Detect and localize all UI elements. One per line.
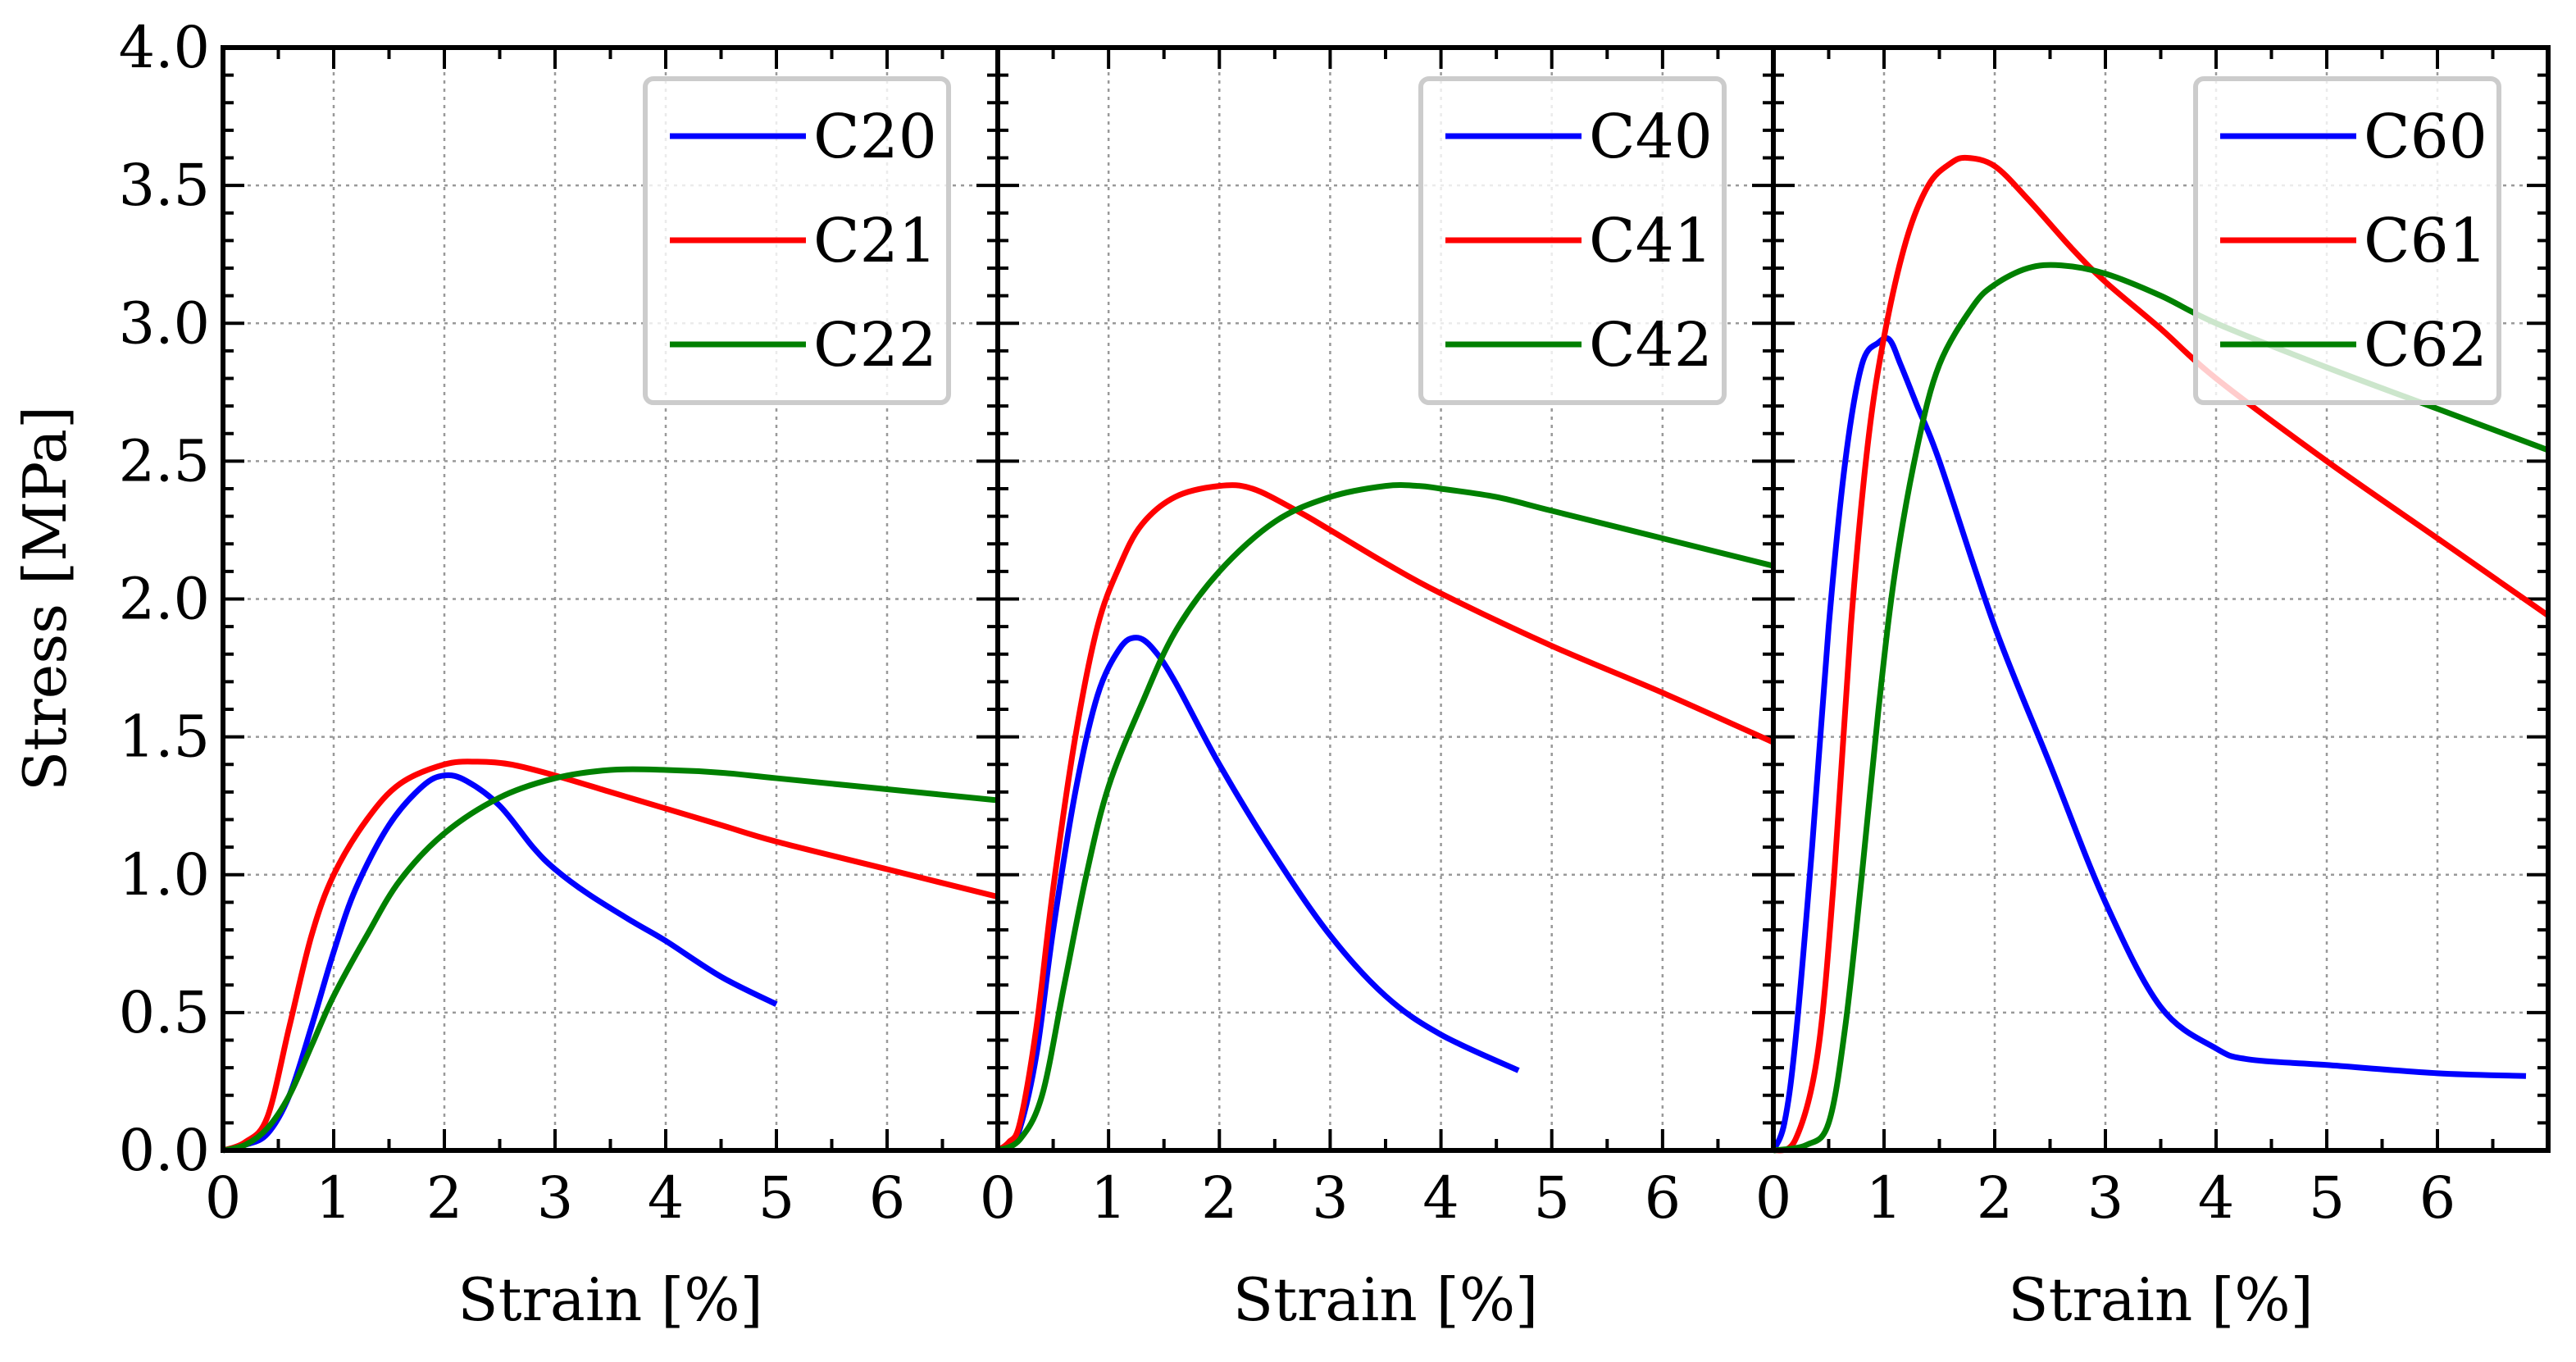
panel-1-x-label: Strain [%] — [457, 1265, 762, 1334]
series-line-C42 — [996, 482, 1774, 1154]
panel-3-grid — [1773, 48, 2548, 1150]
y-tick-label: 1.0 — [119, 841, 210, 909]
panel-3-x-label: Strain [%] — [2008, 1265, 2313, 1334]
x-tick-label: 1 — [1090, 1164, 1127, 1232]
panel-1-grid — [223, 48, 998, 1150]
x-tick-label: 0 — [205, 1164, 242, 1232]
y-tick-label: 0.5 — [119, 979, 210, 1046]
panel-1-legend: C20 C21 C22 — [643, 76, 951, 405]
x-tick-label: 2 — [1977, 1164, 2014, 1232]
legend-label-C61: C61 — [2364, 206, 2487, 276]
panel-2: C40 C41 C42 0 1 2 3 4 5 6 Strain [%] — [980, 45, 1776, 1334]
x-tick-label: 4 — [648, 1164, 685, 1232]
x-tick-label: 4 — [1422, 1164, 1459, 1232]
x-tick-label: 6 — [869, 1164, 906, 1232]
panel-2-x-label: Strain [%] — [1233, 1265, 1538, 1334]
panel-3-tick-labels: 0 1 2 3 4 5 6 — [1755, 1164, 2456, 1232]
x-tick-label: 5 — [758, 1164, 795, 1232]
legend-label-C22: C22 — [813, 310, 937, 380]
y-tick-label: 3.0 — [119, 289, 210, 357]
panel-3-legend: C60 C61 C62 — [2193, 76, 2501, 405]
x-tick-label: 1 — [1866, 1164, 1903, 1232]
x-tick-label: 0 — [980, 1164, 1017, 1232]
x-tick-label: 4 — [2198, 1164, 2235, 1232]
panel-1-tick-labels: 0 1 2 3 4 5 6 0.0 0.5 1.0 1.5 2.0 2.5 3.0 3.5 4.0 — [119, 14, 906, 1232]
y-tick-label: 1.5 — [119, 704, 210, 771]
panel-3-frame — [1771, 45, 2551, 1153]
x-tick-label: 3 — [2087, 1164, 2124, 1232]
legend-label-C40: C40 — [1589, 102, 1713, 172]
legend-label-C41: C41 — [1589, 206, 1713, 276]
panel-2-series — [995, 482, 1775, 1154]
legend-label-C62: C62 — [2364, 310, 2487, 380]
panel-1-series — [221, 758, 999, 1154]
legend-label-C20: C20 — [813, 102, 937, 172]
x-tick-label: 2 — [1201, 1164, 1238, 1232]
x-tick-label: 6 — [2419, 1164, 2456, 1232]
series-line-C21 — [221, 758, 999, 1154]
y-tick-label: 3.5 — [119, 152, 210, 219]
panel-2-grid — [998, 48, 1773, 1150]
y-tick-label: 2.0 — [119, 566, 210, 633]
legend-label-C21: C21 — [813, 206, 937, 276]
legend-label-C60: C60 — [2364, 102, 2487, 172]
x-tick-label: 3 — [537, 1164, 574, 1232]
series-line-C40 — [996, 635, 1520, 1154]
y-tick-label: 2.5 — [119, 427, 210, 494]
x-tick-label: 0 — [1755, 1164, 1792, 1232]
x-tick-label: 5 — [1533, 1164, 1570, 1232]
panel-3: C60 C61 C62 0 1 2 3 4 5 6 Strain [%] — [1755, 45, 2551, 1334]
x-tick-label: 2 — [426, 1164, 463, 1232]
y-tick-label: 0.0 — [119, 1117, 210, 1184]
x-tick-label: 5 — [2309, 1164, 2346, 1232]
series-line-C60 — [1770, 335, 2527, 1152]
series-line-C41 — [995, 482, 1775, 1153]
x-tick-label: 6 — [1645, 1164, 1682, 1232]
panel-2-tick-labels: 0 1 2 3 4 5 6 — [980, 1164, 1681, 1232]
x-tick-label: 3 — [1312, 1164, 1349, 1232]
series-line-C22 — [222, 766, 999, 1154]
panel-2-legend: C40 C41 C42 — [1418, 76, 1727, 405]
x-tick-label: 1 — [316, 1164, 353, 1232]
panel-1: C20 C21 C22 0 1 2 3 4 5 6 0.0 0.5 1.0 1.5 2.0 2.5 3.0 3.… — [119, 14, 1000, 1334]
y-tick-label: 4.0 — [119, 14, 210, 81]
legend-label-C42: C42 — [1589, 310, 1713, 380]
y-axis-label: Stress [MPa] — [11, 406, 80, 791]
